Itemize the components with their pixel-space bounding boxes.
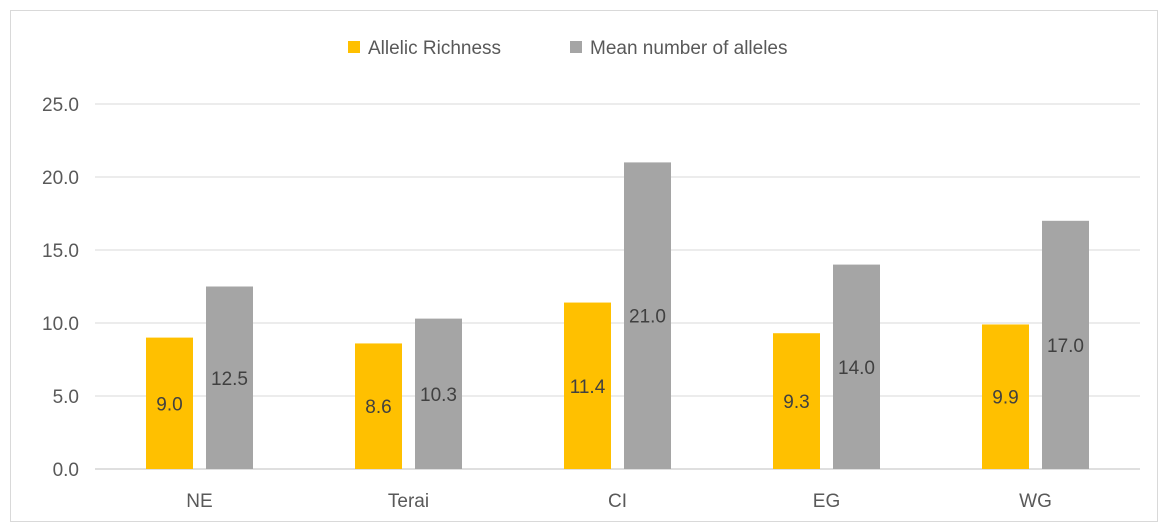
bar (624, 162, 671, 469)
data-label: 10.3 (420, 385, 457, 406)
bar (773, 333, 820, 469)
data-label: 11.4 (570, 377, 606, 398)
y-tick-label: 0.0 (53, 460, 79, 481)
y-tick-label: 20.0 (42, 168, 79, 189)
bars (146, 162, 1089, 469)
x-tick-label: EG (813, 491, 840, 512)
data-labels: 9.0 12.5 8.6 10.3 11.4 21.0 9.3 14.0 9.9 17.0 (156, 307, 1084, 419)
y-tick-label: 10.0 (42, 314, 79, 335)
bar (415, 318, 462, 469)
legend-label: Mean number of alleles (590, 38, 788, 59)
bar (1042, 220, 1089, 469)
x-tick-label: Terai (388, 491, 429, 512)
data-label: 21.0 (629, 307, 666, 328)
bar (982, 324, 1029, 469)
x-tick-label: CI (608, 491, 627, 512)
y-tick-label: 25.0 (42, 95, 79, 116)
legend-label: Allelic Richness (368, 38, 501, 59)
bar (206, 286, 253, 469)
data-label: 9.0 (156, 394, 182, 415)
data-label: 12.5 (211, 369, 248, 390)
legend: Allelic Richness Mean number of alleles (348, 38, 788, 59)
data-label: 8.6 (365, 397, 391, 418)
y-tick-label: 15.0 (42, 241, 79, 262)
x-tick-label: WG (1019, 491, 1052, 512)
x-axis-ticks: NE Terai CI EG WG (186, 491, 1052, 512)
bar (146, 337, 193, 469)
y-axis-ticks: 0.0 5.0 10.0 15.0 20.0 25.0 (42, 95, 79, 481)
data-label: 17.0 (1047, 336, 1084, 357)
x-tick-label: NE (186, 491, 212, 512)
bar (564, 302, 611, 469)
bar (833, 264, 880, 469)
bar (355, 343, 402, 469)
gridlines (95, 103, 1140, 470)
y-tick-label: 5.0 (53, 387, 79, 408)
data-label: 9.9 (992, 388, 1018, 409)
legend-swatch (348, 41, 360, 53)
legend-swatch (570, 41, 582, 53)
data-label: 14.0 (838, 358, 875, 379)
data-label: 9.3 (783, 392, 809, 413)
